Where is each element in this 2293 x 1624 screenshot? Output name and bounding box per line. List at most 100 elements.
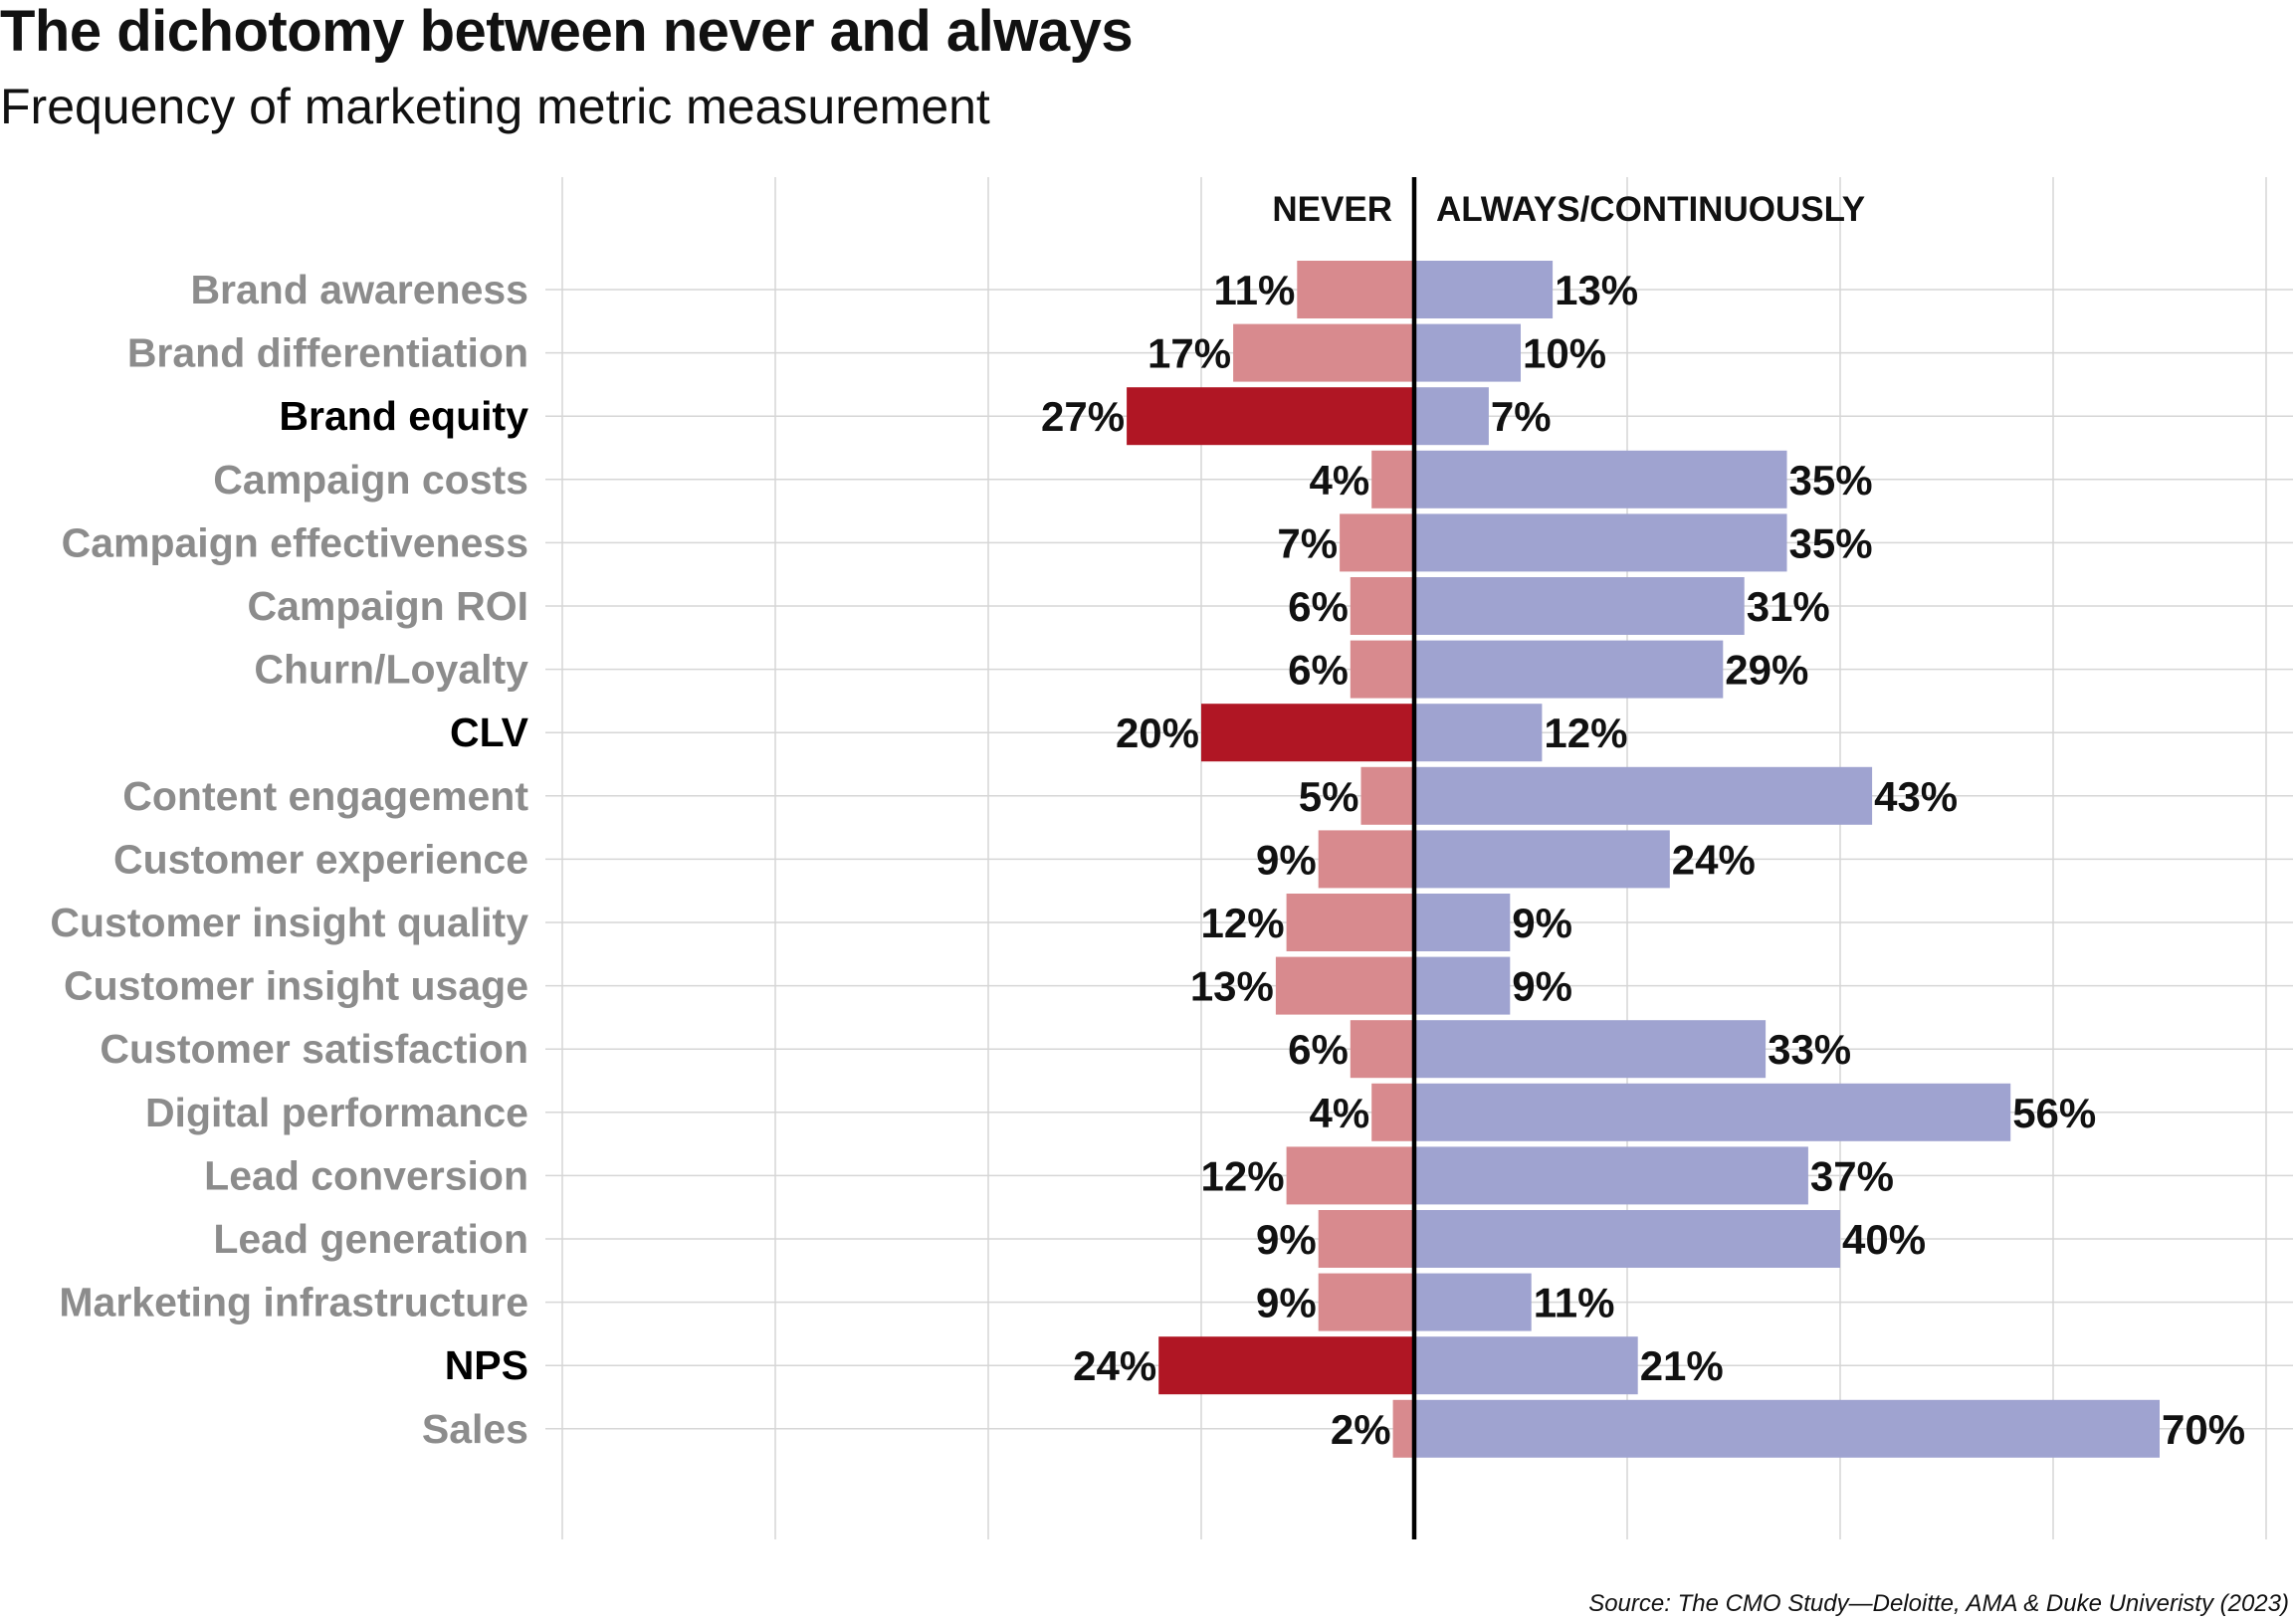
bar-always <box>1414 1020 1767 1079</box>
category-label: Brand awareness <box>190 267 528 312</box>
bar-always <box>1414 1210 1840 1268</box>
category-label: Sales <box>422 1406 528 1452</box>
bar-never <box>1350 640 1414 699</box>
value-label-never: 4% <box>1309 1090 1369 1136</box>
value-label-always: 24% <box>1672 836 1756 883</box>
value-label-never: 4% <box>1309 457 1369 504</box>
value-label-never: 7% <box>1277 519 1338 566</box>
value-label-always: 7% <box>1491 393 1552 440</box>
value-label-never: 2% <box>1331 1406 1391 1453</box>
value-label-never: 6% <box>1288 1026 1349 1073</box>
value-label-always: 35% <box>1789 519 1873 566</box>
bar-never <box>1158 1336 1414 1395</box>
value-label-never: 20% <box>1116 710 1199 756</box>
value-label-never: 17% <box>1147 330 1231 377</box>
category-labels: Brand awareness Brand differentiation Bran… <box>50 267 528 1452</box>
value-label-always: 29% <box>1725 647 1808 694</box>
value-label-never: 9% <box>1256 836 1317 883</box>
value-label-always: 56% <box>2012 1090 2096 1136</box>
category-label: Campaign ROI <box>248 583 528 629</box>
always-header: ALWAYS/CONTINUOUSLY <box>1436 190 1865 229</box>
category-label: Campaign effectiveness <box>62 519 528 565</box>
category-label: Customer satisfaction <box>100 1026 528 1072</box>
bar-always <box>1414 387 1489 446</box>
category-label: NPS <box>445 1342 528 1388</box>
source-note: Source: The CMO Study—Deloitte, AMA & Du… <box>1588 1590 2289 1617</box>
value-label-never: 5% <box>1299 773 1359 820</box>
value-label-always: 40% <box>1842 1216 1926 1263</box>
bar-always <box>1414 323 1521 382</box>
value-label-never: 6% <box>1288 647 1349 694</box>
category-label: Customer insight usage <box>64 963 528 1009</box>
bar-always <box>1414 1083 2011 1141</box>
value-label-never: 9% <box>1256 1280 1317 1326</box>
bar-never <box>1350 1020 1414 1079</box>
category-label: Customer experience <box>113 836 528 882</box>
value-label-always: 9% <box>1512 963 1572 1010</box>
category-label: Brand equity <box>279 393 528 439</box>
bar-never <box>1350 577 1414 635</box>
bar-never <box>1275 956 1414 1015</box>
chart-subtitle: Frequency of marketing metric measuremen… <box>0 79 990 134</box>
bar-never <box>1340 513 1414 572</box>
value-label-never: 6% <box>1288 583 1349 630</box>
category-label: Customer insight quality <box>50 900 528 945</box>
bar-never <box>1297 261 1414 318</box>
value-label-never: 13% <box>1190 963 1274 1010</box>
value-label-always: 43% <box>1874 773 1958 820</box>
category-label: Lead conversion <box>204 1152 528 1198</box>
category-label: Campaign costs <box>213 457 528 503</box>
bar-always <box>1414 1336 1638 1395</box>
bar-never <box>1392 1399 1414 1458</box>
value-label-always: 70% <box>2162 1406 2245 1453</box>
bar-always <box>1414 704 1543 762</box>
category-label: CLV <box>450 710 529 755</box>
bar-always <box>1414 450 1787 508</box>
bar-never <box>1286 1146 1414 1205</box>
bar-never <box>1371 450 1414 508</box>
bar-always <box>1414 513 1787 572</box>
value-label-always: 31% <box>1747 583 1830 630</box>
bar-never <box>1286 894 1414 951</box>
value-label-always: 37% <box>1810 1152 1894 1199</box>
value-label-always: 13% <box>1555 267 1638 313</box>
value-label-always: 11% <box>1534 1280 1615 1326</box>
bar-always <box>1414 830 1670 889</box>
bar-never <box>1318 1273 1414 1331</box>
value-label-always: 10% <box>1523 330 1606 377</box>
bar-always <box>1414 577 1745 635</box>
bar-always <box>1414 1399 2160 1458</box>
value-label-always: 33% <box>1768 1026 1851 1073</box>
category-label: Churn/Loyalty <box>254 647 528 693</box>
value-label-always: 21% <box>1640 1342 1724 1389</box>
value-label-always: 35% <box>1789 457 1873 504</box>
value-label-never: 27% <box>1041 393 1125 440</box>
value-label-never: 9% <box>1256 1216 1317 1263</box>
never-header: NEVER <box>1272 190 1392 229</box>
bar-never <box>1318 1210 1414 1268</box>
bar-never <box>1201 704 1414 762</box>
bar-never <box>1127 387 1414 446</box>
bar-never <box>1360 766 1414 825</box>
bar-never <box>1318 830 1414 889</box>
bar-always <box>1414 1146 1808 1205</box>
bars <box>1127 261 2160 1458</box>
value-label-never: 24% <box>1073 1342 1156 1389</box>
bar-always <box>1414 894 1511 951</box>
value-label-never: 11% <box>1214 267 1296 313</box>
bar-always <box>1414 1273 1532 1331</box>
value-label-always: 9% <box>1512 900 1572 946</box>
bar-never <box>1371 1083 1414 1141</box>
category-label: Digital performance <box>145 1090 528 1135</box>
bar-always <box>1414 766 1873 825</box>
bar-always <box>1414 261 1554 318</box>
category-label: Content engagement <box>122 773 528 819</box>
value-label-always: 12% <box>1544 710 1627 756</box>
category-label: Lead generation <box>213 1216 528 1262</box>
value-labels: 11% 13% 17% 10% 27% 7% 4% 35% 7% 35% 6% 31% 6% 29% 20%… <box>1041 267 2245 1453</box>
chart-title: The dichotomy between never and always <box>0 0 1134 64</box>
value-label-never: 12% <box>1201 900 1285 946</box>
category-label: Brand differentiation <box>127 330 528 376</box>
bar-never <box>1233 323 1414 382</box>
